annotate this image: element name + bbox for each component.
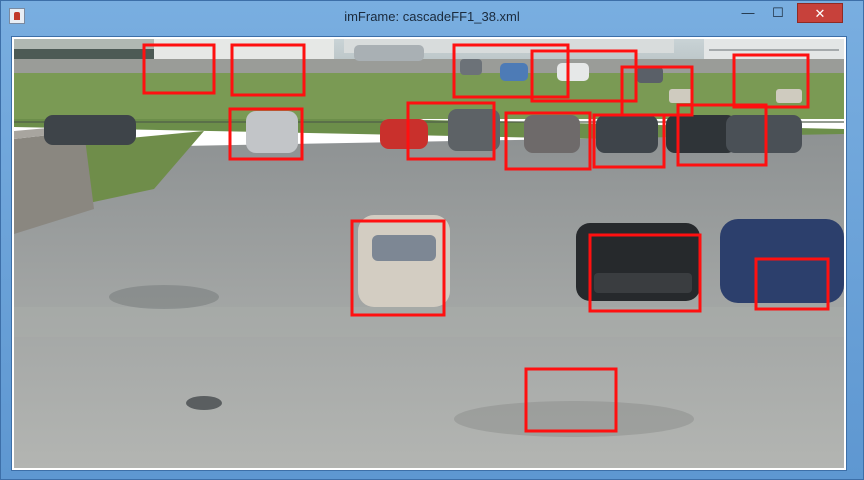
car [637, 67, 663, 83]
fence [14, 121, 844, 123]
utility-box [14, 131, 94, 234]
detection-box [676, 103, 768, 167]
parking-lot-scene [14, 39, 844, 468]
building-center [154, 39, 334, 61]
close-button[interactable]: ✕ [797, 3, 843, 23]
car [354, 45, 424, 61]
detection-box [406, 101, 496, 161]
car [380, 119, 428, 149]
detection-overlay [142, 43, 830, 433]
stone-block [669, 89, 693, 103]
java-app-icon[interactable] [9, 8, 25, 24]
minimize-button[interactable]: — [741, 5, 755, 20]
title-bar[interactable]: imFrame: cascadeFF1_38.xml — ☐ ✕ [1, 1, 863, 31]
detection-box [592, 113, 666, 169]
car [500, 63, 528, 81]
stone-block [776, 89, 802, 103]
upper-road [14, 59, 844, 73]
car [557, 63, 589, 81]
car [44, 115, 136, 145]
detection-box [504, 111, 592, 171]
detection-box [524, 367, 618, 433]
image-panel [11, 36, 847, 471]
detection-box [452, 43, 570, 99]
detection-box [732, 53, 810, 109]
car [596, 115, 658, 153]
car [460, 59, 482, 75]
detection-box [754, 257, 830, 311]
car [524, 115, 580, 153]
camera-frame [14, 39, 844, 468]
car [448, 109, 500, 151]
window-title: imFrame: cascadeFF1_38.xml [344, 9, 520, 24]
car [726, 115, 802, 153]
car [246, 111, 298, 153]
maximize-button[interactable]: ☐ [772, 5, 784, 20]
detection-box [142, 43, 216, 95]
car [666, 115, 736, 153]
detection-box [230, 43, 306, 97]
upper-lawn [14, 67, 844, 119]
drain-cover [186, 396, 222, 410]
detection-box [530, 49, 638, 103]
car-blue-sedan [720, 219, 844, 303]
detection-box [350, 219, 446, 317]
detection-box [588, 233, 702, 313]
detection-box [228, 107, 304, 161]
